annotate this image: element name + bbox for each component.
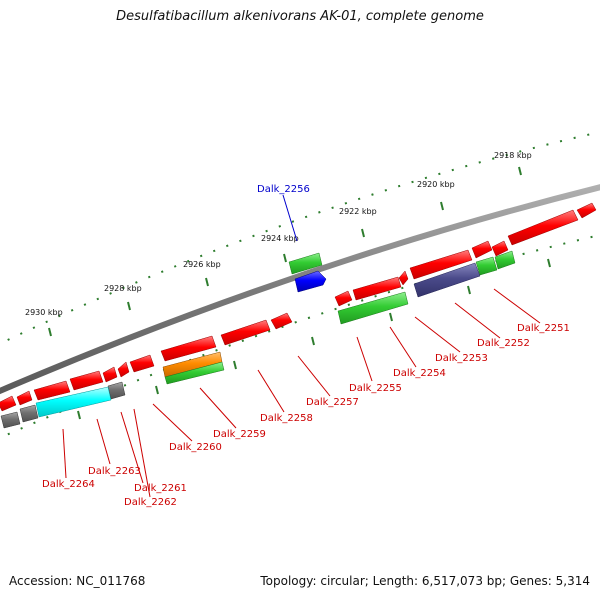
label-leaders: [62, 288, 541, 498]
gene-2252-box: [475, 256, 498, 276]
gene-label-2254: Dalk_2254: [393, 368, 446, 379]
gene-label-2262: Dalk_2262: [124, 497, 177, 508]
kbp-label-2918: 2918 kbp: [494, 151, 532, 160]
kbp-label-2928: 2928 kbp: [104, 284, 142, 293]
gene-2256-green: [288, 252, 323, 275]
kbp-label-2922: 2922 kbp: [339, 207, 377, 216]
gene-2255-box: [337, 291, 409, 325]
gene-2261-box: [107, 381, 126, 400]
gene-label-2252: Dalk_2252: [477, 338, 530, 349]
gene-2260-box-2: [164, 361, 225, 385]
gene-arrow: [0, 395, 17, 412]
kbp-label-2920: 2920 kbp: [417, 180, 455, 189]
major-ticks: [48, 166, 551, 420]
gene-arrow: [33, 380, 71, 401]
gene-2263-box: [35, 386, 112, 418]
gene-arrow: [69, 370, 104, 391]
gene-2264-box: [19, 404, 39, 423]
label-leader-2256: [282, 194, 298, 242]
gene-2256-blue: [294, 270, 327, 293]
gene-arrow: [117, 361, 130, 378]
gene-label-2264: Dalk_2264: [42, 479, 95, 490]
gene-2251-box: [494, 250, 516, 270]
gene-arrow: [491, 240, 509, 257]
gene-arrow: [160, 335, 217, 362]
gene-label-2258: Dalk_2258: [260, 413, 313, 424]
gene-arrow: [102, 366, 118, 383]
genome-title: Desulfatibacillum alkenivorans AK-01, co…: [116, 9, 484, 24]
gene-arrow: [270, 312, 293, 330]
gene-arrow: [409, 249, 473, 280]
gene-arrow: [507, 209, 579, 246]
kbp-label-2930: 2930 kbp: [25, 308, 63, 317]
gene-label-2256: Dalk_2256: [257, 184, 310, 195]
gene-label-2251: Dalk_2251: [517, 323, 570, 334]
gene-arrow: [334, 290, 353, 307]
topology-text: Topology: circular; Length: 6,517,073 bp…: [260, 574, 590, 588]
accession-text: Accession: NC_011768: [9, 574, 146, 588]
kbp-label-2924: 2924 kbp: [261, 234, 299, 243]
gene-label-2261: Dalk_2261: [134, 483, 187, 494]
gene-arrow: [129, 354, 155, 373]
gene-arrow: [220, 319, 271, 346]
gene-label-2259: Dalk_2259: [213, 429, 266, 440]
kbp-label-2926: 2926 kbp: [183, 260, 221, 269]
forward-strand-genes: [0, 202, 597, 412]
gene-arrow: [471, 240, 493, 259]
genome-backbone: [0, 184, 600, 395]
reverse-strand-genes: [0, 250, 516, 429]
gene-arrow: [352, 276, 402, 301]
gene-arrow: [398, 270, 409, 286]
gene-label-2260: Dalk_2260: [169, 442, 222, 453]
gene-label-2257: Dalk_2257: [306, 397, 359, 408]
gene-label-2253: Dalk_2253: [435, 353, 488, 364]
gene-label-2263: Dalk_2263: [88, 466, 141, 477]
gene-box: [0, 411, 21, 429]
gene-arrow: [576, 202, 597, 219]
gene-2253-box: [413, 262, 481, 298]
gene-label-2255: Dalk_2255: [349, 383, 402, 394]
gene-arrow: [16, 390, 33, 406]
